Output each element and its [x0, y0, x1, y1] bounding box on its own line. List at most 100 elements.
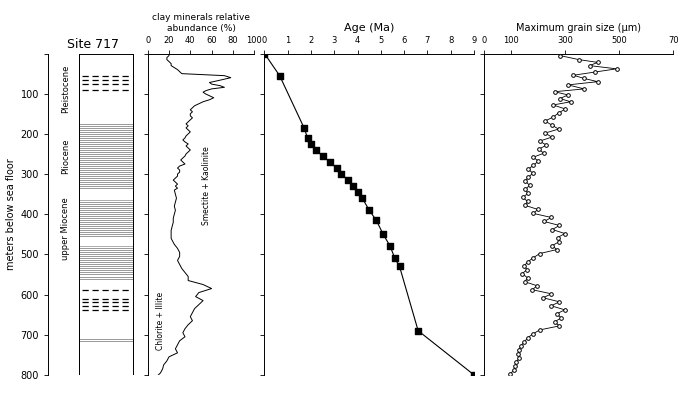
- Point: [545, 302, 556, 309]
- Point: [534, 327, 545, 333]
- Point: [274, 73, 285, 79]
- Point: [520, 178, 531, 185]
- Point: [552, 234, 563, 241]
- Point: [551, 311, 562, 317]
- Point: [532, 206, 543, 213]
- Point: [541, 142, 552, 148]
- Point: [592, 59, 603, 66]
- Point: [504, 371, 515, 377]
- Point: [611, 66, 622, 72]
- Point: [538, 150, 549, 157]
- Point: [524, 182, 535, 189]
- Point: [514, 355, 525, 361]
- Point: [523, 166, 534, 173]
- Point: [528, 170, 539, 177]
- Point: [522, 274, 533, 281]
- Point: [578, 86, 589, 92]
- Point: [522, 198, 533, 205]
- Point: [528, 154, 539, 161]
- Point: [554, 323, 565, 329]
- Point: [565, 98, 576, 105]
- Point: [528, 254, 539, 261]
- Point: [378, 231, 389, 238]
- Point: [560, 106, 571, 112]
- Point: [364, 207, 375, 213]
- Title: Maximum grain size (μm): Maximum grain size (μm): [517, 23, 641, 33]
- Point: [522, 335, 533, 341]
- Point: [553, 110, 564, 116]
- Point: [554, 299, 565, 305]
- Point: [534, 138, 545, 145]
- Point: [515, 343, 526, 349]
- Point: [548, 102, 559, 108]
- Point: [554, 95, 565, 102]
- Point: [539, 118, 550, 124]
- Point: [394, 263, 405, 270]
- Point: [556, 315, 567, 321]
- Point: [549, 89, 560, 95]
- Title: Age (Ma): Age (Ma): [344, 23, 394, 33]
- Text: upper Miocene: upper Miocene: [61, 197, 71, 260]
- Point: [539, 130, 550, 136]
- Point: [546, 134, 557, 140]
- Point: [538, 295, 549, 301]
- Point: [523, 258, 534, 265]
- Point: [513, 351, 523, 357]
- Title: Site 717: Site 717: [67, 38, 119, 51]
- Point: [521, 267, 532, 273]
- Point: [352, 189, 363, 195]
- Text: Pliocene: Pliocene: [61, 138, 71, 174]
- Point: [573, 56, 584, 63]
- Point: [520, 202, 531, 209]
- Text: Chlorite + Illite: Chlorite + Illite: [156, 292, 165, 350]
- Point: [299, 124, 310, 131]
- Point: [533, 158, 544, 164]
- Text: Smectite + Kaolinite: Smectite + Kaolinite: [202, 147, 211, 225]
- Point: [519, 262, 530, 269]
- Point: [510, 363, 521, 370]
- Point: [520, 186, 531, 193]
- Point: [553, 126, 564, 132]
- Point: [547, 242, 558, 249]
- Point: [523, 190, 534, 197]
- Point: [331, 165, 342, 171]
- Point: [592, 78, 603, 85]
- Point: [343, 177, 354, 183]
- Point: [317, 153, 328, 159]
- Point: [548, 114, 559, 120]
- Point: [589, 69, 600, 75]
- Point: [519, 279, 530, 285]
- Point: [554, 238, 565, 245]
- Point: [545, 214, 556, 221]
- Y-axis label: meters below sea floor: meters below sea floor: [6, 158, 16, 270]
- Point: [549, 318, 560, 325]
- Text: Pleistocene: Pleistocene: [61, 64, 71, 113]
- Point: [306, 140, 317, 147]
- Point: [517, 270, 528, 277]
- Point: [413, 328, 424, 334]
- Point: [563, 82, 574, 88]
- Point: [510, 359, 521, 365]
- Point: [508, 367, 519, 373]
- Point: [578, 75, 589, 82]
- Point: [559, 230, 570, 237]
- Point: [528, 210, 539, 217]
- Point: [371, 217, 382, 224]
- Point: [523, 174, 534, 180]
- Point: [513, 347, 524, 353]
- Point: [517, 194, 528, 201]
- Point: [554, 52, 565, 59]
- Point: [568, 72, 579, 79]
- Point: [336, 171, 347, 177]
- Point: [357, 195, 368, 201]
- Point: [390, 255, 401, 262]
- Point: [554, 222, 565, 229]
- Point: [469, 372, 480, 378]
- Point: [311, 147, 322, 153]
- Point: [528, 331, 539, 337]
- Point: [532, 283, 543, 289]
- Point: [563, 91, 574, 98]
- Point: [539, 218, 550, 225]
- Point: [519, 339, 530, 345]
- Point: [547, 226, 558, 233]
